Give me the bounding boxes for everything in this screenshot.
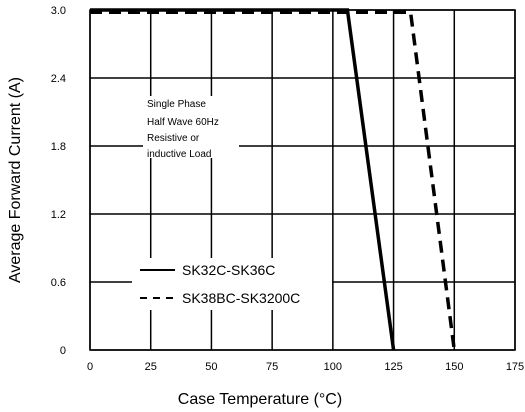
x-tick-label: 125 bbox=[384, 361, 402, 373]
conditions-annotation: Single Phase Half Wave 60Hz Resistive or in… bbox=[143, 96, 239, 160]
annotation-background bbox=[143, 96, 239, 158]
x-tick-label: 100 bbox=[324, 361, 342, 373]
x-tick-label: 0 bbox=[87, 361, 93, 373]
plot-border bbox=[89, 9, 516, 351]
annotation-line: inductive Load bbox=[147, 149, 212, 160]
y-tick-label: 3.0 bbox=[51, 5, 66, 17]
x-tick-label: 50 bbox=[205, 361, 217, 373]
annotation-line: Single Phase bbox=[147, 99, 206, 110]
tick-labels: 0 25 50 75 100 125 150 175 0 0.6 1.2 1.8 2.4 3.0 bbox=[51, 5, 524, 373]
y-tick-label: 1.8 bbox=[51, 141, 66, 153]
legend-label: SK32C-SK36C bbox=[182, 262, 275, 278]
y-tick-label: 2.4 bbox=[51, 73, 66, 85]
series-line-2 bbox=[90, 10, 457, 351]
legend-background bbox=[132, 258, 332, 310]
x-tick-label: 25 bbox=[145, 361, 157, 373]
y-tick-label: 0 bbox=[60, 345, 66, 357]
annotation-line: Half Wave 60Hz bbox=[147, 117, 219, 128]
annotation-line: Resistive or bbox=[147, 133, 200, 144]
y-tick-label: 0.6 bbox=[51, 277, 66, 289]
x-axis-label: Case Temperature (°C) bbox=[178, 391, 342, 408]
y-tick-label: 1.2 bbox=[51, 209, 66, 221]
x-tick-label: 75 bbox=[266, 361, 278, 373]
legend-label: SK38BC-SK3200C bbox=[182, 290, 300, 306]
legend: SK32C-SK36C SK38BC-SK3200C bbox=[132, 258, 332, 310]
x-tick-label: 175 bbox=[506, 361, 524, 373]
x-tick-label: 150 bbox=[445, 361, 463, 373]
y-axis-label: Average Forward Current (A) bbox=[7, 77, 24, 283]
